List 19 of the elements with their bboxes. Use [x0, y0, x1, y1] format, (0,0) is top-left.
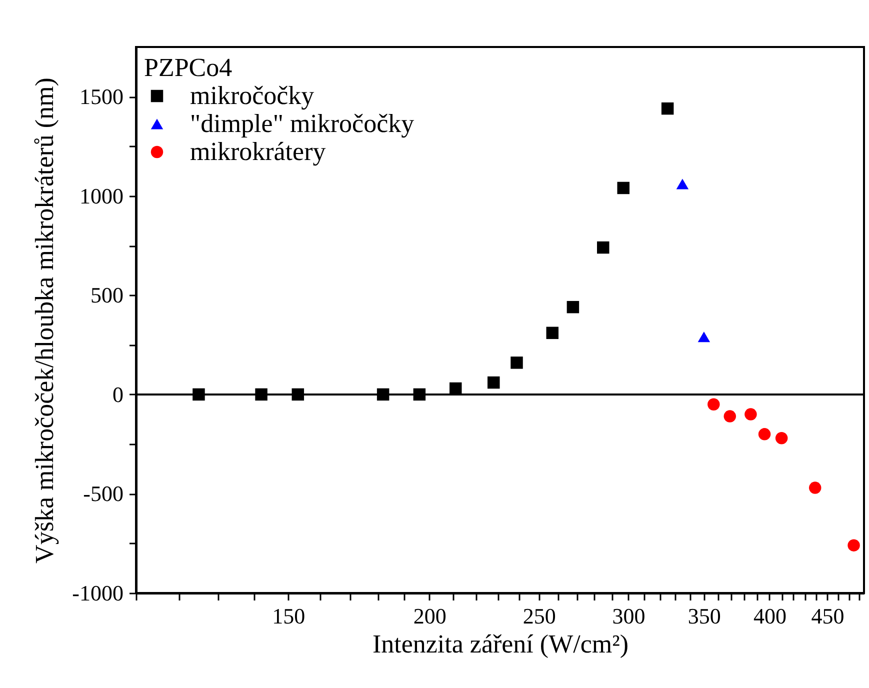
y-tick-label: 1500 [80, 84, 124, 110]
y-tick-label: 1000 [80, 183, 124, 208]
x-tick-label: 200 [413, 604, 446, 628]
x-axis-title: Intenzita záření (W/cm²) [372, 630, 629, 658]
x-tick-label: 400 [753, 604, 786, 628]
x-tick-label: 250 [522, 604, 556, 628]
x-tick-label: 450 [811, 604, 844, 628]
legend-title: PZPCo4 [144, 53, 232, 82]
legend-label: "dimple" mikročočky [190, 109, 414, 138]
y-axis-title: Výška mikročoček/hloubka mikrokráterů (nm) [30, 78, 60, 564]
y-tick-label: 500 [90, 282, 124, 308]
legend-label: mikročočky [190, 81, 314, 110]
legend-label: mikrokrátery [190, 137, 326, 166]
y-tick-label: -1000 [72, 580, 124, 606]
x-tick-label: 350 [688, 604, 721, 628]
y-tick-label: -500 [83, 481, 124, 506]
y-tick-label: 0 [112, 382, 124, 407]
x-tick-label: 300 [612, 604, 646, 628]
x-tick-label: 150 [272, 604, 306, 628]
